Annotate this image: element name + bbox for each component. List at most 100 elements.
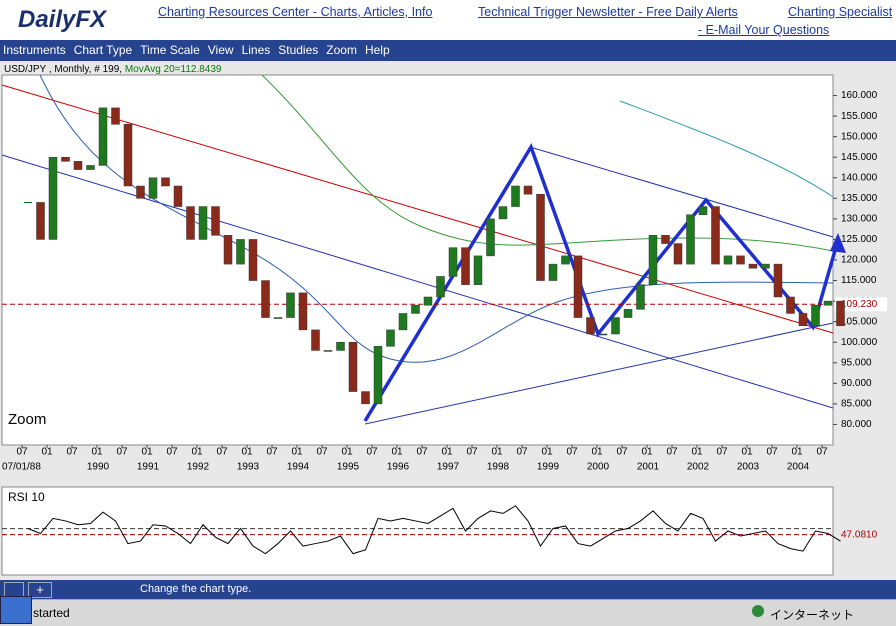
x-tick-label: 07 — [566, 447, 578, 458]
arrow-head — [830, 233, 846, 253]
y-tick-label: 85.000 — [841, 399, 872, 410]
candle — [298, 292, 308, 331]
candle — [661, 235, 670, 244]
x-tick-label: 07 — [66, 447, 78, 458]
x-year-label: 1999 — [537, 462, 560, 473]
status-text: Change the chart type. — [140, 583, 252, 595]
candle — [198, 206, 208, 240]
menu-item[interactable]: Instruments — [3, 43, 66, 57]
candle — [586, 317, 595, 335]
candle — [273, 317, 283, 319]
x-tick-label: 07 — [366, 447, 378, 458]
candle — [48, 156, 58, 240]
candle — [123, 124, 133, 187]
x-year-label: 2001 — [637, 462, 660, 473]
candle — [323, 350, 333, 352]
candle — [423, 296, 433, 306]
x-tick-label: 07 — [716, 447, 728, 458]
link[interactable]: - E-Mail Your Questions — [698, 23, 830, 37]
x-tick-label: 01 — [691, 447, 703, 458]
candle — [261, 280, 270, 318]
chart-area: USD/JPY , Monthly, # 199, MovAvg 20=112.… — [0, 61, 896, 580]
last-price-box — [835, 297, 887, 312]
x-tick-label: 07 — [416, 447, 428, 458]
candle — [186, 206, 195, 240]
x-year-label: 1990 — [87, 462, 110, 473]
y-tick-label: 155.000 — [841, 111, 878, 122]
menu-bar: Instruments Chart Type Time Scale View Lines… — [0, 40, 896, 61]
x-tick-label: 01 — [41, 447, 53, 458]
candle — [148, 177, 158, 199]
trend-line — [364, 322, 834, 425]
x-tick-label: 01 — [191, 447, 203, 458]
x-year-label: 1993 — [237, 462, 260, 473]
x-tick-label: 01 — [791, 447, 803, 458]
candle — [773, 263, 783, 298]
candle — [311, 329, 320, 351]
y-tick-label: 105.000 — [841, 316, 878, 327]
x-year-label: 2002 — [687, 462, 710, 473]
candle — [623, 309, 633, 318]
status-bar: + Change the chart type. — [0, 580, 896, 599]
candle — [548, 263, 558, 281]
trend-line — [1, 84, 834, 334]
candle — [173, 185, 183, 207]
candle — [736, 255, 745, 265]
x-year-label: 1998 — [487, 462, 510, 473]
zoom-label: Zoom — [8, 411, 46, 428]
candle — [536, 193, 545, 281]
x-tick-label: 01 — [341, 447, 353, 458]
candle — [573, 255, 583, 318]
rsi-area — [1, 486, 834, 576]
trend-line — [529, 146, 834, 238]
candle — [373, 346, 383, 405]
candle — [611, 317, 620, 335]
x-tick-label: 01 — [741, 447, 753, 458]
x-tick-label: 07 — [16, 447, 28, 458]
x-tick-label: 07 — [266, 447, 278, 458]
menu-item[interactable]: Studies — [278, 43, 319, 57]
y-tick-label: 130.000 — [841, 214, 878, 225]
candle — [236, 239, 245, 265]
zone-text: インターネット — [770, 608, 855, 622]
candle — [811, 304, 820, 327]
candle — [61, 156, 70, 162]
candle — [711, 206, 720, 265]
x-year-label: 2000 — [587, 462, 610, 473]
rsi-level-label: 47.0810 — [841, 529, 878, 540]
x-year-label: 1992 — [187, 462, 210, 473]
candle — [561, 255, 570, 265]
candle — [723, 255, 733, 265]
candle — [411, 304, 420, 314]
last-price-label: 109.230 — [841, 299, 878, 310]
menu-item[interactable]: Zoom — [326, 43, 357, 57]
globe-icon — [752, 605, 764, 617]
menu-item[interactable]: View — [207, 43, 234, 57]
candle — [111, 107, 120, 125]
candle — [523, 185, 533, 195]
button[interactable]: + — [28, 582, 52, 598]
y-tick-label: 135.000 — [841, 193, 878, 204]
candle — [748, 263, 758, 269]
menu-item[interactable]: Time Scale — [140, 43, 200, 57]
candle — [398, 313, 408, 331]
link[interactable]: Charting Resources Center - Charts, Arti… — [158, 5, 433, 19]
y-tick-label: 140.000 — [841, 172, 878, 183]
moving-average — [619, 100, 834, 198]
candle — [836, 300, 845, 327]
candle — [698, 206, 708, 216]
candle — [786, 296, 795, 314]
menu-item[interactable]: Lines — [241, 43, 271, 57]
start-button[interactable] — [0, 596, 32, 624]
link[interactable]: Charting Specialist — [788, 5, 893, 19]
x-tick-label: 01 — [91, 447, 103, 458]
y-tick-label: 90.000 — [841, 378, 872, 389]
candle — [511, 185, 520, 207]
link[interactable]: Technical Trigger Newsletter - Free Dail… — [478, 5, 738, 19]
candle — [498, 206, 508, 220]
logo[interactable]: DailyFX — [18, 6, 107, 33]
candle — [648, 235, 658, 285]
menu-item[interactable]: Chart Type — [73, 43, 133, 57]
menu-item[interactable]: Help — [364, 43, 390, 57]
candle — [761, 263, 770, 269]
